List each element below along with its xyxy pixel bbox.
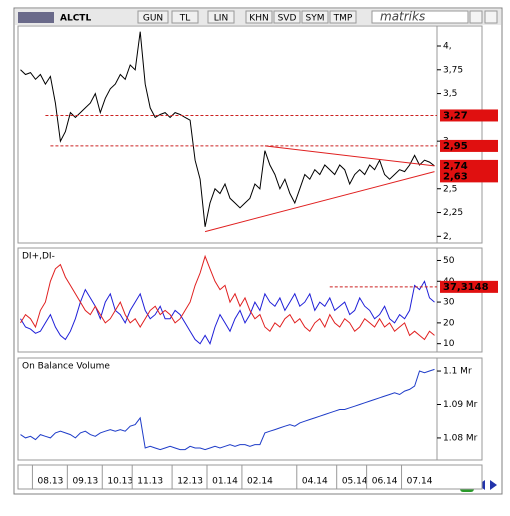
x-tick-label: 10.13 <box>107 477 133 487</box>
y-tick-label: 1.1 Mr <box>443 367 472 377</box>
x-tick-label: 06.14 <box>372 477 398 487</box>
y-tick-label: 2,5 <box>443 184 457 194</box>
level-label: 2,74 <box>443 161 468 172</box>
level-label: 37,3148 <box>443 282 489 293</box>
x-tick-label: 12.13 <box>177 477 203 487</box>
series-line <box>20 254 435 341</box>
toolbar-button[interactable] <box>301 10 329 24</box>
x-tick-label: 09.13 <box>72 477 98 487</box>
series-line <box>20 31 435 227</box>
close-button[interactable] <box>484 10 498 24</box>
panel <box>17 247 483 353</box>
level-box <box>440 109 498 122</box>
scroll-right[interactable] <box>490 480 497 490</box>
series-line <box>20 368 435 451</box>
y-tick-label: 3,5 <box>443 89 457 99</box>
level-box <box>440 139 498 152</box>
brand-box <box>371 10 469 24</box>
toolbar-button-label: GUN <box>143 14 163 24</box>
level-label: 3,27 <box>443 110 468 121</box>
panel <box>17 357 483 461</box>
x-tick-label: 08.13 <box>38 477 64 487</box>
toolbar-button[interactable] <box>273 10 301 24</box>
panel <box>17 25 483 244</box>
x-tick-label: 07.14 <box>407 477 433 487</box>
x-axis <box>17 464 483 490</box>
y-tick-label: 10 <box>443 339 455 349</box>
window-button[interactable] <box>469 10 483 24</box>
toolbar-button[interactable] <box>171 10 199 24</box>
toolbar-button-label: LIN <box>214 14 228 24</box>
series-line <box>20 280 435 345</box>
level-label: 2,95 <box>443 141 468 152</box>
y-tick-label: 2,25 <box>443 208 463 218</box>
toolbar-button[interactable] <box>207 10 235 24</box>
level-box <box>440 280 498 293</box>
toolbar-button[interactable] <box>245 10 273 24</box>
y-tick-label: 20 <box>443 318 455 328</box>
y-tick-label: 1.09 Mr <box>443 400 478 410</box>
panel-title: DI+,DI- <box>22 252 55 262</box>
toolbar-button-label: SYM <box>306 14 325 24</box>
y-tick-label: 1.08 Mr <box>443 433 478 443</box>
toolbar-button[interactable] <box>137 10 169 24</box>
level-box <box>440 170 498 183</box>
toolbar-button-label: SVD <box>278 14 297 24</box>
trendline <box>204 171 435 233</box>
y-tick-label: 50 <box>443 256 455 266</box>
x-tick-label: 04.14 <box>302 477 328 487</box>
toolbar-button-label: KHN <box>249 14 268 24</box>
frame <box>13 7 503 495</box>
y-tick-label: 2, <box>443 232 452 242</box>
x-tick-label: 02.14 <box>247 477 273 487</box>
level-label: 2,63 <box>443 171 468 182</box>
toolbar-button[interactable] <box>329 10 357 24</box>
y-tick-label: 3,75 <box>443 65 463 75</box>
symbol-icon <box>18 12 54 23</box>
x-tick-label: 05.14 <box>342 477 368 487</box>
y-tick-label: 30 <box>443 298 455 308</box>
level-box <box>440 159 498 172</box>
x-tick-label: 01.14 <box>212 477 238 487</box>
toolbar-button-label: TMP <box>333 14 353 24</box>
y-tick-label: 4, <box>443 41 452 51</box>
trendline <box>264 145 435 167</box>
x-tick-label: 11.13 <box>137 477 163 487</box>
brand: matriks <box>380 10 425 24</box>
toolbar-button-label: TL <box>179 14 191 24</box>
symbol: ALCTL <box>60 14 91 24</box>
panel-title: On Balance Volume <box>22 362 110 372</box>
